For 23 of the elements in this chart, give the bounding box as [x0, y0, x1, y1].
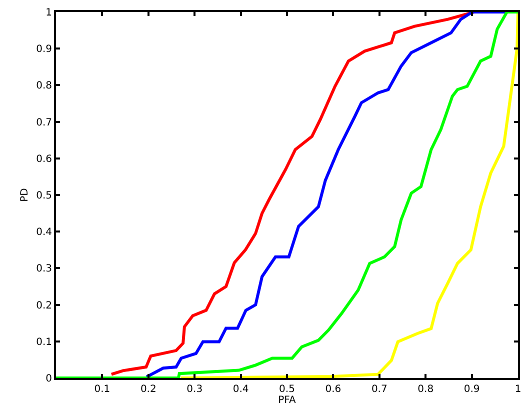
x-tick-label: 0.2 — [140, 384, 156, 395]
x-axis-title: PFA — [278, 395, 296, 406]
x-tick-label: 0.5 — [279, 384, 295, 395]
y-tick-label: 0.1 — [36, 336, 52, 348]
x-tick-label: 0.8 — [418, 384, 434, 395]
x-tick-label: 1 — [514, 384, 522, 395]
y-tick-label: 0.2 — [36, 300, 52, 312]
y-tick-label: 1 — [46, 8, 52, 18]
x-tick-label: 0.3 — [186, 384, 203, 395]
y-tick-label: 0.3 — [36, 264, 52, 275]
y-tick-label: 0 — [46, 374, 52, 384]
y-axis-title: PD — [20, 188, 31, 202]
y-tick-label: 0.8 — [36, 80, 52, 92]
x-tick-label: 0.6 — [325, 384, 342, 395]
x-tick-label: 0.1 — [94, 384, 110, 395]
y-tick-label: 0.4 — [36, 227, 52, 238]
x-tick-label: 0.4 — [232, 384, 249, 395]
y-tick-label: 0.9 — [36, 44, 52, 56]
x-tick-label: 0.9 — [464, 384, 480, 395]
x-tick-label: 0.7 — [371, 384, 388, 395]
y-tick-label: 0.6 — [36, 154, 52, 165]
y-tick-label: 0.5 — [36, 190, 52, 202]
y-tick-label: 0.7 — [36, 117, 52, 128]
